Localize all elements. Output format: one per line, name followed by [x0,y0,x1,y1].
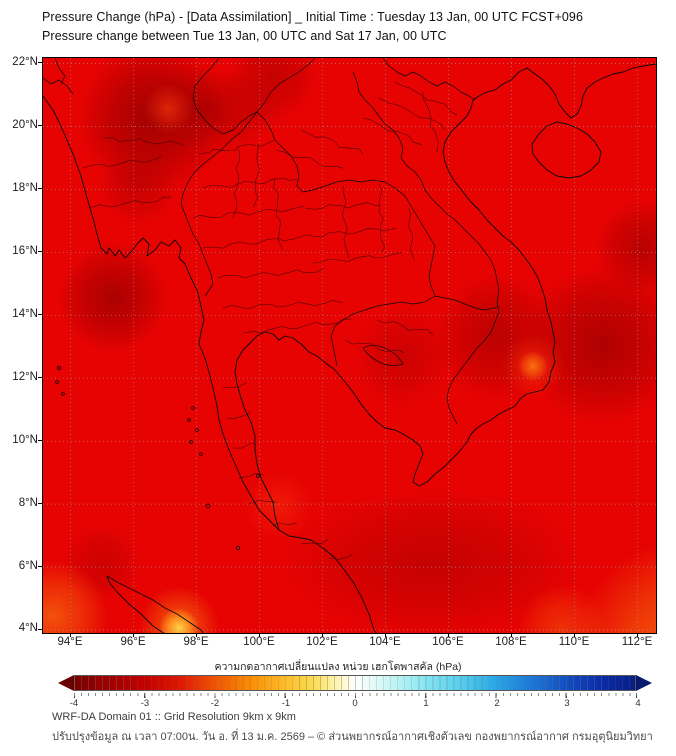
lon-label-98e: 98°E [183,636,209,648]
lake-tonle-sap [362,345,404,366]
border-myanmar-thailand [180,111,258,297]
lat-tick [38,314,42,315]
lon-tick [574,633,575,637]
lat-tick [38,566,42,567]
colorbar-tick-neg1: -1 [281,698,291,709]
coast-hainan-island [531,121,602,179]
colorbar-title: ความกดอากาศเปลี่ยนแปลง หน่วย เฮกโตพาสคัล… [214,661,462,673]
lat-tick [38,503,42,504]
province-boundaries [82,81,458,560]
lat-tick [38,629,42,630]
lat-label-14n: 14°N [12,308,38,320]
colorbar-left-arrow [58,675,74,691]
lat-label-20n: 20°N [12,119,38,131]
colorbar-tick-4: 4 [635,698,641,709]
coast-myanmar-peninsula [43,95,377,633]
lon-tick [322,633,323,637]
lat-label-10n: 10°N [12,434,38,446]
lat-tick [38,440,42,441]
lon-label-108e: 108°E [495,636,527,648]
lon-tick [259,633,260,637]
border-china-vietnam [382,58,476,101]
lon-label-110e: 110°E [558,636,590,648]
lon-tick [637,633,638,637]
coast-sumatra [106,575,204,633]
colorbar-tick-neg3: -3 [140,698,150,709]
colorbar-minor-ticks [74,693,637,696]
footer-agency-info: ปรับปรุงข้อมูล ณ เวลา 07:00น. วัน อ. ที่… [52,731,653,743]
colorbar-tick-1: 1 [423,698,429,709]
lon-tick [511,633,512,637]
lat-label-12n: 12°N [12,371,38,383]
pressure-change-map [42,57,657,634]
page-subtitle: Pressure change between Tue 13 Jan, 00 U… [42,29,447,43]
lon-tick [196,633,197,637]
border-india-myanmar [43,77,74,95]
colorbar-segment-lines [74,675,636,691]
lon-label-112e: 112°E [621,636,653,648]
country-borders [43,58,500,425]
lat-tick [38,125,42,126]
small-islands [55,365,260,551]
lon-tick [385,633,386,637]
lat-label-22n: 22°N [12,56,38,68]
colorbar-tick-neg4: -4 [69,698,79,709]
coast-gulf-vietnam-china [234,63,656,531]
border-thailand-laos-mekong [256,111,436,297]
border-cambodia-laos [434,295,499,311]
lat-tick [38,377,42,378]
lat-tick [38,188,42,189]
lat-tick [38,62,42,63]
border-china-myanmar [192,58,258,135]
colorbar-right-arrow [636,675,652,691]
lat-label-18n: 18°N [12,182,38,194]
lon-label-94e: 94°E [57,636,83,648]
colorbar-tick-3: 3 [564,698,570,709]
lat-label-6n: 6°N [18,560,38,572]
colorbar-tick-0: 0 [352,698,358,709]
lon-tick [448,633,449,637]
lon-tick [133,633,134,637]
map-canvas [43,58,656,633]
lat-label-16n: 16°N [12,245,38,257]
colorbar-gradient-bar [74,675,636,691]
lat-tick [38,251,42,252]
lon-label-100e: 100°E [243,636,275,648]
lon-tick [70,633,71,637]
border-laos-vietnam [352,71,500,425]
footer-domain-info: WRF-DA Domain 01 :: Grid Resolution 9km … [52,711,296,723]
lon-label-106e: 106°E [432,636,464,648]
lon-label-104e: 104°E [369,636,401,648]
lat-label-8n: 8°N [18,497,38,509]
lon-label-96e: 96°E [120,636,146,648]
border-thailand-cambodia [330,295,436,367]
border-laos-china [256,58,316,113]
coastlines [43,63,656,633]
colorbar-tick-neg2: -2 [210,698,220,709]
colorbar-tick-2: 2 [494,698,500,709]
border-bangladesh-myanmar [54,58,66,85]
lat-label-4n: 4°N [18,622,38,634]
page-title: Pressure Change (hPa) - [Data Assimilati… [42,10,584,24]
colorbar [58,675,652,691]
lon-label-102e: 102°E [306,636,338,648]
